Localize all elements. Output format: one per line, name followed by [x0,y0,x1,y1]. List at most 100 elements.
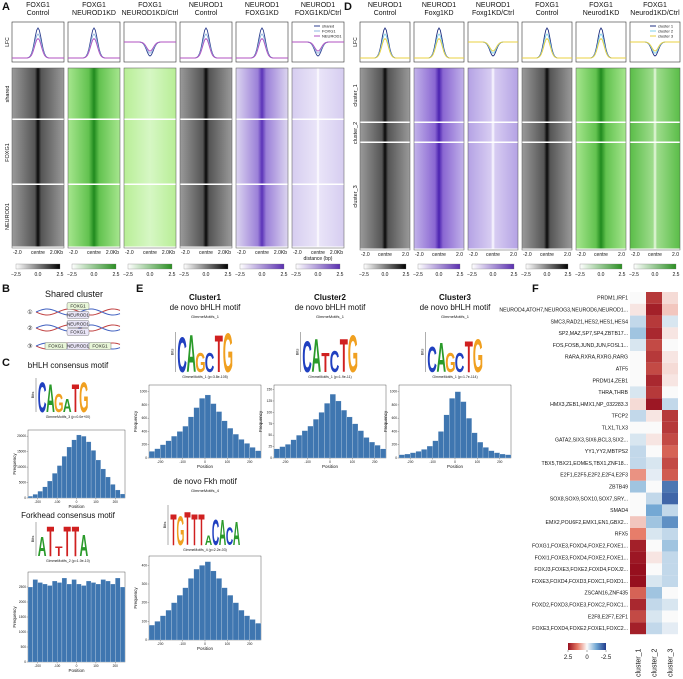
heat-cell [630,433,646,446]
heatmap-frame [291,67,345,249]
y-tick-label: 20000 [17,434,26,438]
heat-cell [646,445,662,458]
axis-title: Position [68,504,85,509]
colorbar [471,263,515,270]
x-tick-label: 0 [454,460,456,464]
axis-label: -2.0 [181,250,190,256]
hist-bar [466,418,472,459]
legend-entry: NEUROD1 [322,34,342,39]
x-tick-label: -100 [304,460,311,464]
heat-cell [630,457,646,469]
colorbar [579,263,623,270]
profile-curve [468,41,518,52]
heat-cell [646,327,662,340]
y-tick-label: 2500 [19,585,26,589]
axis-title: Frequency [12,606,17,628]
hist-bar [165,440,172,459]
dna-strand [35,308,121,316]
hist-bar [374,445,381,459]
row-label: cluster_1 [353,84,359,106]
y-tick-label: 600 [142,416,148,420]
heat-cell [630,575,646,587]
colorbar-tick: 2.5 [337,272,344,278]
axis-label: 2.0Kb [274,250,287,256]
heatmap-block [124,120,176,184]
y-tick-label: 1000 [390,390,397,394]
hist-bar [273,448,280,459]
hist-bar [171,436,178,459]
hist-bar [42,486,48,499]
heat-cell [646,315,662,328]
logo-letter-group: T [340,331,348,383]
x-tick-label: -100 [179,642,186,646]
row-label: FOXG1 [5,143,11,162]
heat-cell [630,492,646,505]
column-header: Control [536,10,559,17]
profile-curve [68,37,120,59]
profile-frame [235,21,289,63]
axis-title: Position [197,464,214,469]
logo-letter-group: T [72,377,79,422]
axis-label: -2.0 [415,252,424,258]
heat-cell [662,551,678,564]
axis-title: Bits [30,392,35,399]
colorbar-tick: 2.5 [113,272,120,278]
hist-bar [37,582,43,663]
heat-cell [630,315,646,328]
hist-bar [176,431,183,459]
hist-bar [341,409,347,459]
hist-bar [369,441,375,459]
colorbar-tick: 0.0 [147,272,154,278]
row-label: SOX8,SOX9,SOX10,SOX7,SRY... [550,496,628,502]
x-tick-label: -100 [429,460,436,464]
x-tick-label: -200 [35,500,42,504]
heatmap-block [12,185,64,247]
column-header: Control [374,10,397,17]
colorbar-tick: −2.5 [235,272,245,278]
motif-caption: GimmeMotifs_3 (p=0.0e+00) [46,415,91,419]
logo-letter: T [321,347,329,379]
hist-bar [52,580,58,663]
heatmap-frame [235,67,289,249]
legend-entry: shared [322,24,334,29]
column-header: NEUROD1 [301,2,335,9]
hist-bar [238,610,245,641]
row-label: E2F1,E2F5,E2F2,E2F4,E2F3 [560,473,628,479]
axis-label: 2.0Kb [106,250,119,256]
colorbar [363,263,407,270]
axis-title: Bits [295,349,300,356]
step-number: ③ [27,343,32,350]
hist-bar [100,468,106,499]
heat-cell [646,303,662,316]
heat-cell [662,374,678,387]
heatmap-block [124,185,176,247]
heat-cell [630,386,646,399]
cluster-title: Cluster3 [439,293,472,302]
hist-bar [61,456,67,499]
heatmap-block [236,68,288,119]
motif-title: de novo bHLH motif [295,303,366,312]
heat-cell [662,539,678,552]
profile-curve [124,41,176,52]
heat-cell [646,292,662,304]
colorbar-tick: 0.0 [490,272,497,278]
hist-bar [398,454,405,459]
row-label: FOS,FOSB,JUND,JUN,FOSL1... [553,343,628,349]
hist-bar [346,416,353,459]
hist-bar [204,561,211,641]
logo-letter: G [223,323,233,385]
y-tick-label: 200 [142,443,148,447]
motif-title: de novo bHLH motif [170,303,241,312]
profile-curve [124,41,176,57]
heatmap-block [180,68,232,119]
hist-bar [120,586,126,663]
heatmap-frame [67,67,121,249]
protein-label: FOXG1 [70,304,86,309]
heatmap-frame [521,67,573,251]
profile-curve [522,27,572,59]
hist-bar [71,439,77,499]
axis-label: centre [31,250,45,256]
axis-label: -2.0 [469,252,478,258]
heat-cell [662,362,678,375]
logo-letter: C [38,374,47,422]
